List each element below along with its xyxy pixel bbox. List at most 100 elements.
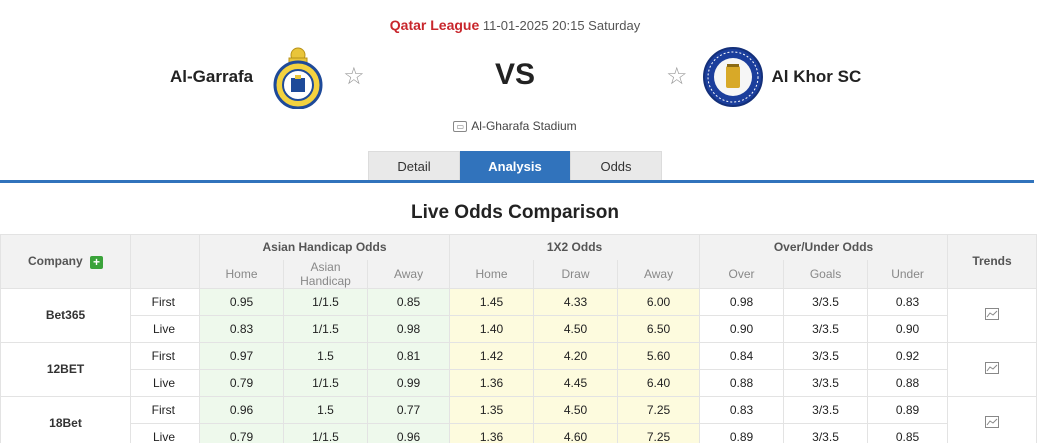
odds-cell-1x2-away[interactable]: 6.50 [617, 314, 701, 343]
match-datetime: 11-01-2025 20:15 Saturday [482, 18, 641, 33]
odds-cell-ou-over[interactable]: 0.89 [699, 422, 785, 443]
odds-cell-ah-away[interactable]: 0.85 [366, 287, 451, 316]
trend-cell[interactable] [947, 395, 1038, 443]
odds-cell-1x2-home[interactable]: 1.35 [449, 395, 535, 424]
odds-cell-ah-handicap[interactable]: 1.5 [283, 395, 368, 424]
odds-row-live: Live 0.83 1/1.5 0.98 1.40 4.50 6.50 0.90 3/3.5 0.… [1, 314, 1037, 343]
odds-cell-1x2-away[interactable]: 5.60 [617, 341, 701, 370]
odds-cell-1x2-draw[interactable]: 4.60 [533, 422, 619, 443]
odds-cell-ou-over[interactable]: 0.90 [699, 314, 785, 343]
match-header-league-line: Qatar League 11-01-2025 20:15 Saturday [0, 17, 1030, 33]
odds-cell-1x2-home[interactable]: 1.40 [449, 314, 535, 343]
section-title: Live Odds Comparison [411, 202, 619, 223]
odds-cell-ah-home[interactable]: 0.83 [199, 314, 284, 343]
odds-cell-ah-home[interactable]: 0.79 [199, 422, 284, 443]
odds-cell-ou-under[interactable]: 0.89 [867, 395, 949, 424]
odds-cell-ah-home[interactable]: 0.97 [199, 341, 284, 370]
away-team: ☆ Al Khor SC [666, 44, 861, 110]
odds-cell-ah-away[interactable]: 0.98 [366, 314, 451, 343]
odds-cell-ah-away[interactable]: 0.96 [366, 422, 451, 443]
home-team-logo-icon[interactable] [267, 46, 329, 109]
odds-comparison-table: Company + Asian Handicap Odds 1X2 Odds O… [0, 234, 1038, 443]
trend-chart-icon[interactable] [985, 308, 1000, 320]
sub-header-1x2-home: Home [449, 259, 535, 289]
tab-odds[interactable]: Odds [570, 151, 662, 181]
odds-cell-ah-home[interactable]: 0.96 [199, 395, 284, 424]
odds-cell-1x2-draw[interactable]: 4.50 [533, 314, 619, 343]
home-team-name[interactable]: Al-Garrafa [170, 67, 254, 86]
tab-analysis[interactable]: Analysis [460, 151, 570, 181]
odds-cell-ou-under[interactable]: 0.92 [867, 341, 949, 370]
sub-header-ah-home: Home [199, 259, 284, 289]
stadium-name: Al-Gharafa Stadium [471, 119, 577, 133]
odds-cell-1x2-away[interactable]: 6.00 [617, 287, 701, 316]
tab-detail[interactable]: Detail [368, 151, 460, 181]
odds-cell-ou-goals[interactable]: 3/3.5 [783, 314, 869, 343]
odds-cell-ou-under[interactable]: 0.85 [867, 422, 949, 443]
odds-cell-ou-goals[interactable]: 3/3.5 [783, 287, 869, 316]
trend-cell[interactable] [947, 341, 1038, 397]
sub-header-1x2-draw: Draw [533, 259, 619, 289]
odds-cell-ou-over[interactable]: 0.98 [699, 287, 785, 316]
odds-cell-ah-away[interactable]: 0.81 [366, 341, 451, 370]
type-header [130, 234, 200, 289]
odds-cell-ou-goals[interactable]: 3/3.5 [783, 368, 869, 397]
stadium-line: ▭ Al-Gharafa Stadium [0, 119, 1030, 133]
odds-row-first: 18Bet First 0.96 1.5 0.77 1.35 4.50 7.25 0.83 3/3… [0, 395, 1038, 443]
odds-cell-1x2-draw[interactable]: 4.33 [533, 287, 619, 316]
odds-cell-1x2-draw[interactable]: 4.20 [533, 341, 619, 370]
odds-cell-ah-away[interactable]: 0.99 [366, 368, 451, 397]
add-company-icon[interactable]: + [90, 255, 104, 269]
odds-cell-1x2-draw[interactable]: 4.45 [533, 368, 619, 397]
odds-cell-ah-handicap[interactable]: 1/1.5 [283, 368, 368, 397]
odds-cell-ah-handicap[interactable]: 1/1.5 [283, 314, 368, 343]
odds-cell-ah-home[interactable]: 0.79 [199, 368, 284, 397]
odds-cell-1x2-draw[interactable]: 4.50 [533, 395, 619, 424]
sub-header-1x2-away: Away [617, 259, 701, 289]
company-header: Company + [0, 234, 131, 289]
odds-row-live: Live 0.79 1/1.5 0.96 1.36 4.60 7.25 0.89 3/3.5 0.… [1, 422, 1037, 443]
odds-cell-1x2-home[interactable]: 1.45 [449, 287, 535, 316]
company-header-label: Company [27, 253, 83, 268]
vs-label: VS [494, 58, 536, 91]
odds-cell-1x2-away[interactable]: 7.25 [617, 395, 701, 424]
home-favorite-star-icon[interactable]: ☆ [343, 63, 365, 90]
odds-table-body: Bet365 First 0.95 1/1.5 0.85 1.45 4.33 6.00 0.98… [0, 287, 1038, 443]
odds-cell-ou-goals[interactable]: 3/3.5 [783, 422, 869, 443]
away-favorite-star-icon[interactable]: ☆ [666, 63, 688, 90]
trend-cell[interactable] [947, 287, 1038, 343]
odds-cell-ou-goals[interactable]: 3/3.5 [783, 395, 869, 424]
asian-handicap-header: Asian Handicap Odds [198, 234, 451, 260]
odds-cell-ah-handicap[interactable]: 1/1.5 [283, 422, 368, 443]
odds-cell-1x2-away[interactable]: 7.25 [617, 422, 701, 443]
odds-cell-ah-handicap[interactable]: 1/1.5 [283, 287, 368, 316]
odds-cell-ou-over[interactable]: 0.88 [699, 368, 785, 397]
home-team: Al-Garrafa ☆ [170, 44, 365, 110]
over-under-header: Over/Under Odds [699, 234, 949, 260]
odds-cell-ou-under[interactable]: 0.88 [867, 368, 949, 397]
odds-cell-ah-home[interactable]: 0.95 [199, 287, 284, 316]
odds-cell-1x2-home[interactable]: 1.42 [449, 341, 535, 370]
league-name[interactable]: Qatar League [389, 17, 480, 33]
odds-type-label: First [130, 341, 200, 370]
away-team-logo-icon[interactable] [702, 46, 764, 108]
odds-cell-ou-over[interactable]: 0.84 [699, 341, 785, 370]
company-name[interactable]: Bet365 [0, 287, 131, 343]
sub-header-ou-over: Over [699, 259, 785, 289]
odds-cell-ou-over[interactable]: 0.83 [699, 395, 785, 424]
odds-cell-1x2-home[interactable]: 1.36 [449, 368, 535, 397]
odds-cell-1x2-away[interactable]: 6.40 [617, 368, 701, 397]
trend-chart-icon[interactable] [985, 362, 1000, 374]
odds-cell-ou-under[interactable]: 0.90 [867, 314, 949, 343]
odds-cell-1x2-home[interactable]: 1.36 [449, 422, 535, 443]
odds-cell-ou-goals[interactable]: 3/3.5 [783, 341, 869, 370]
company-name[interactable]: 18Bet [0, 395, 131, 443]
away-team-name[interactable]: Al Khor SC [771, 67, 862, 86]
company-name[interactable]: 12BET [0, 341, 131, 397]
odds-cell-ah-away[interactable]: 0.77 [366, 395, 451, 424]
sub-header-ou-under: Under [867, 259, 949, 289]
sub-header-ah-handicap: Asian Handicap [283, 259, 368, 289]
trend-chart-icon[interactable] [985, 416, 1000, 428]
odds-cell-ou-under[interactable]: 0.83 [867, 287, 949, 316]
odds-cell-ah-handicap[interactable]: 1.5 [283, 341, 368, 370]
